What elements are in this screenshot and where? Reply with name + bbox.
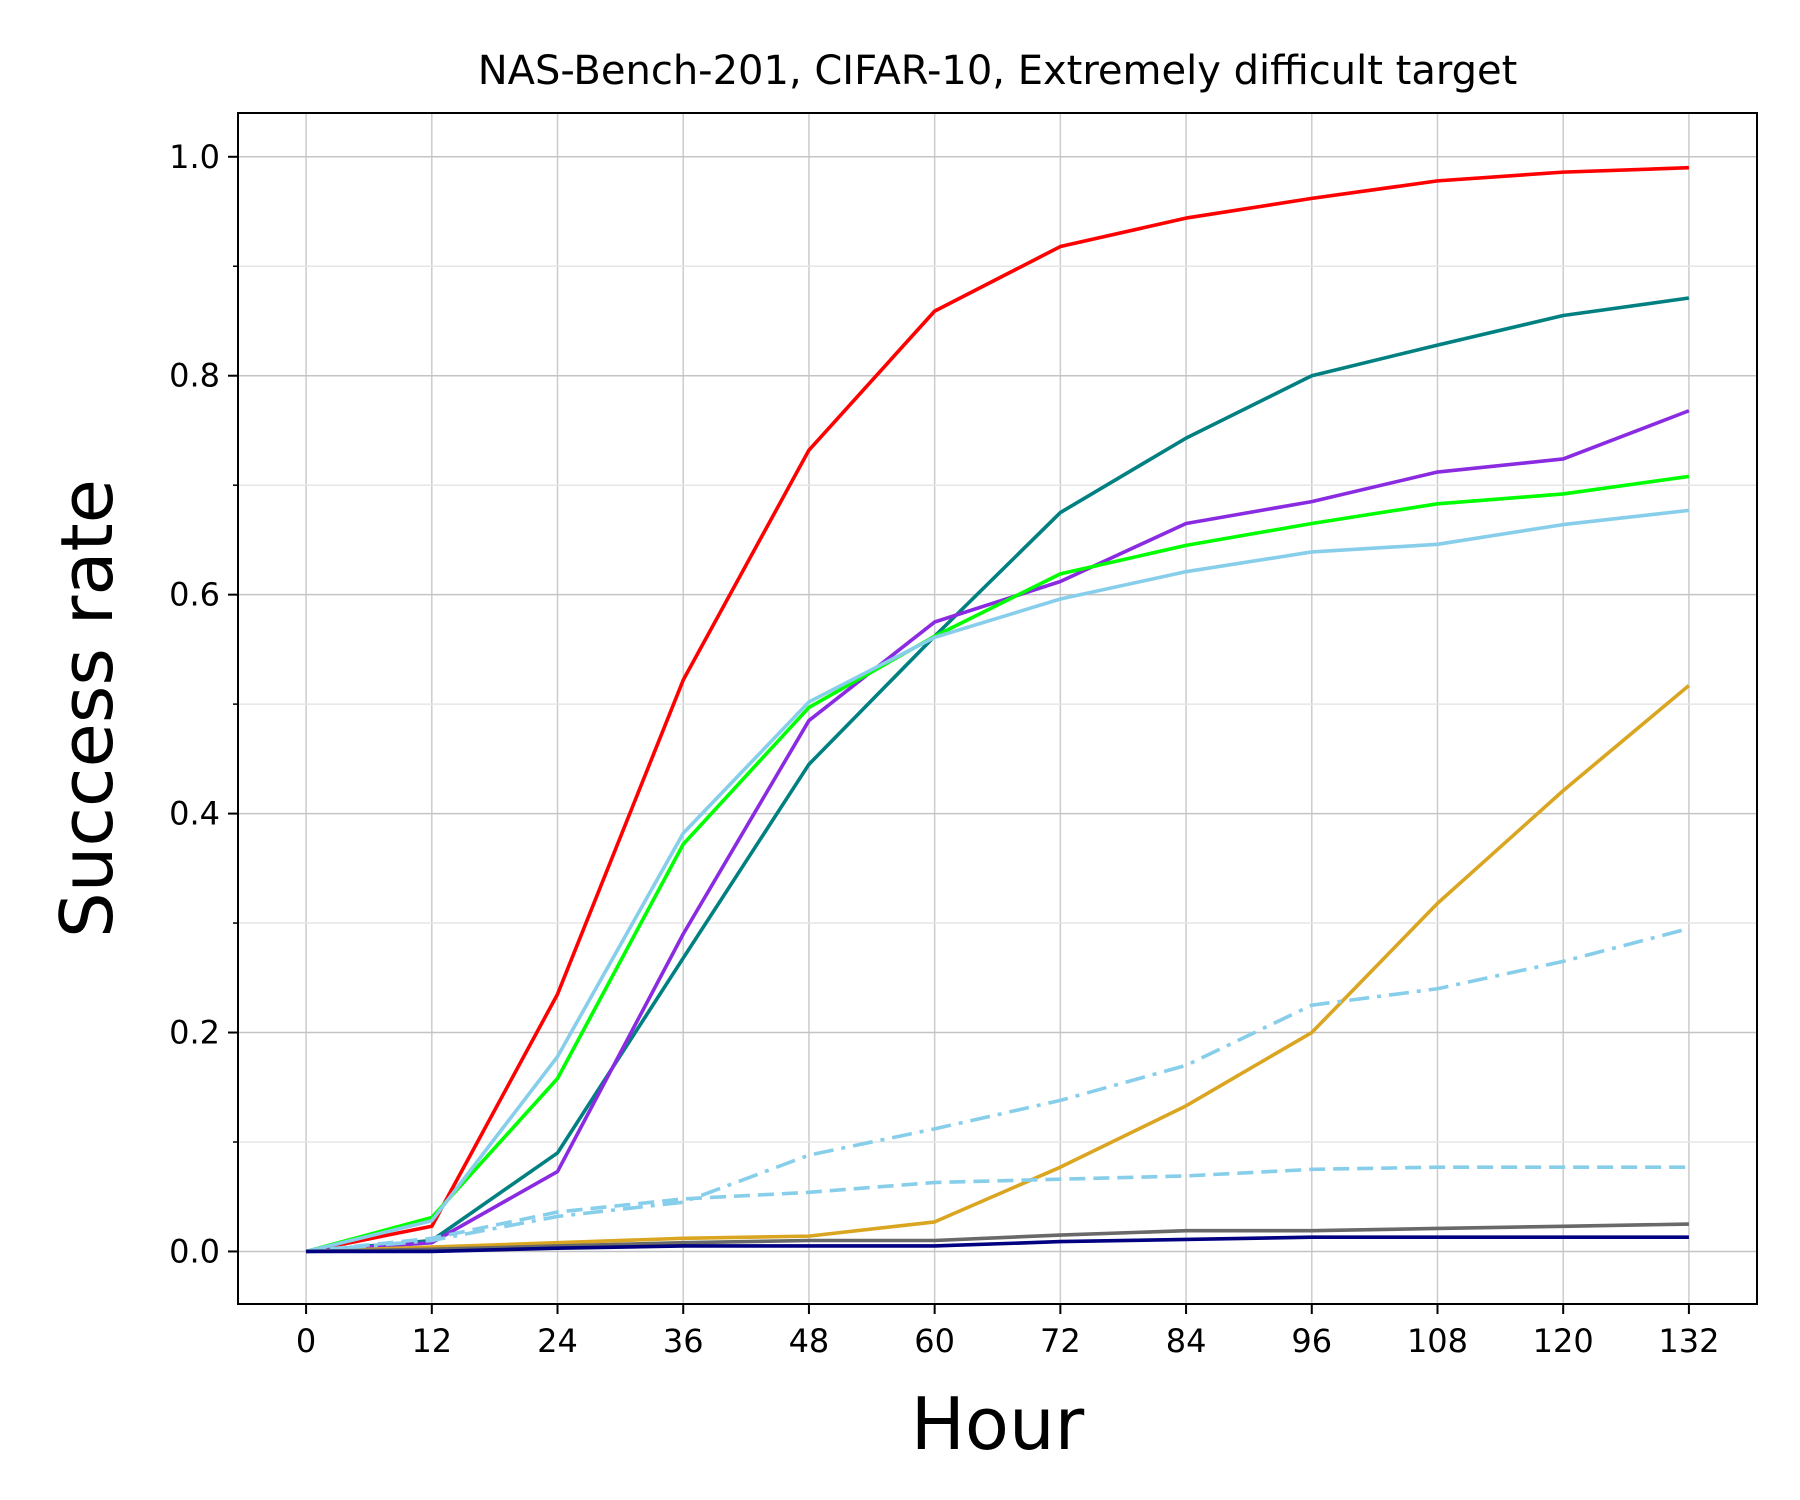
x-tick-label: 96 — [1291, 1322, 1332, 1360]
x-tick-label: 84 — [1166, 1322, 1207, 1360]
tick-layer: 0 12 24 36 48 60 72 84 96 108 120 132 0.0 0.2 0.4 0.6 0.… — [169, 138, 1719, 1360]
series-gray — [306, 1222, 1689, 1254]
y-tick-label: 0.6 — [169, 576, 220, 614]
x-tick-label: 132 — [1658, 1322, 1719, 1360]
y-tick-label: 1.0 — [169, 138, 220, 176]
series-green — [305, 474, 1690, 1254]
x-tick-label: 60 — [914, 1322, 955, 1360]
series-red — [305, 165, 1689, 1254]
x-tick-label: 48 — [789, 1322, 830, 1360]
x-tick-label: 24 — [537, 1322, 578, 1360]
series-skyblue-dashdot — [305, 926, 1690, 1254]
series-teal — [305, 296, 1690, 1254]
x-axis-label: Hour — [911, 1382, 1085, 1466]
y-tick-label: 0.0 — [169, 1232, 220, 1270]
x-tick-label: 36 — [663, 1322, 704, 1360]
chart-title: NAS-Bench-201, CIFAR-10, Extremely diffi… — [478, 48, 1518, 94]
series-purple — [305, 409, 1690, 1254]
x-tick-label: 12 — [411, 1322, 452, 1360]
series-skyblue — [305, 508, 1690, 1254]
x-tick-label: 108 — [1407, 1322, 1468, 1360]
y-tick-label: 0.8 — [169, 357, 220, 395]
y-tick-label: 0.2 — [169, 1014, 220, 1052]
series-navy — [306, 1235, 1689, 1254]
plot-frame — [237, 112, 1758, 1305]
y-axis-label: Success rate — [45, 479, 129, 938]
x-tick-label: 0 — [296, 1322, 316, 1360]
y-tick-label: 0.4 — [169, 795, 220, 833]
series-goldenrod — [306, 684, 1691, 1254]
x-tick-label: 72 — [1040, 1322, 1081, 1360]
x-tick-label: 120 — [1533, 1322, 1594, 1360]
series-layer — [305, 165, 1691, 1254]
series-skyblue-dashed — [305, 1165, 1689, 1254]
